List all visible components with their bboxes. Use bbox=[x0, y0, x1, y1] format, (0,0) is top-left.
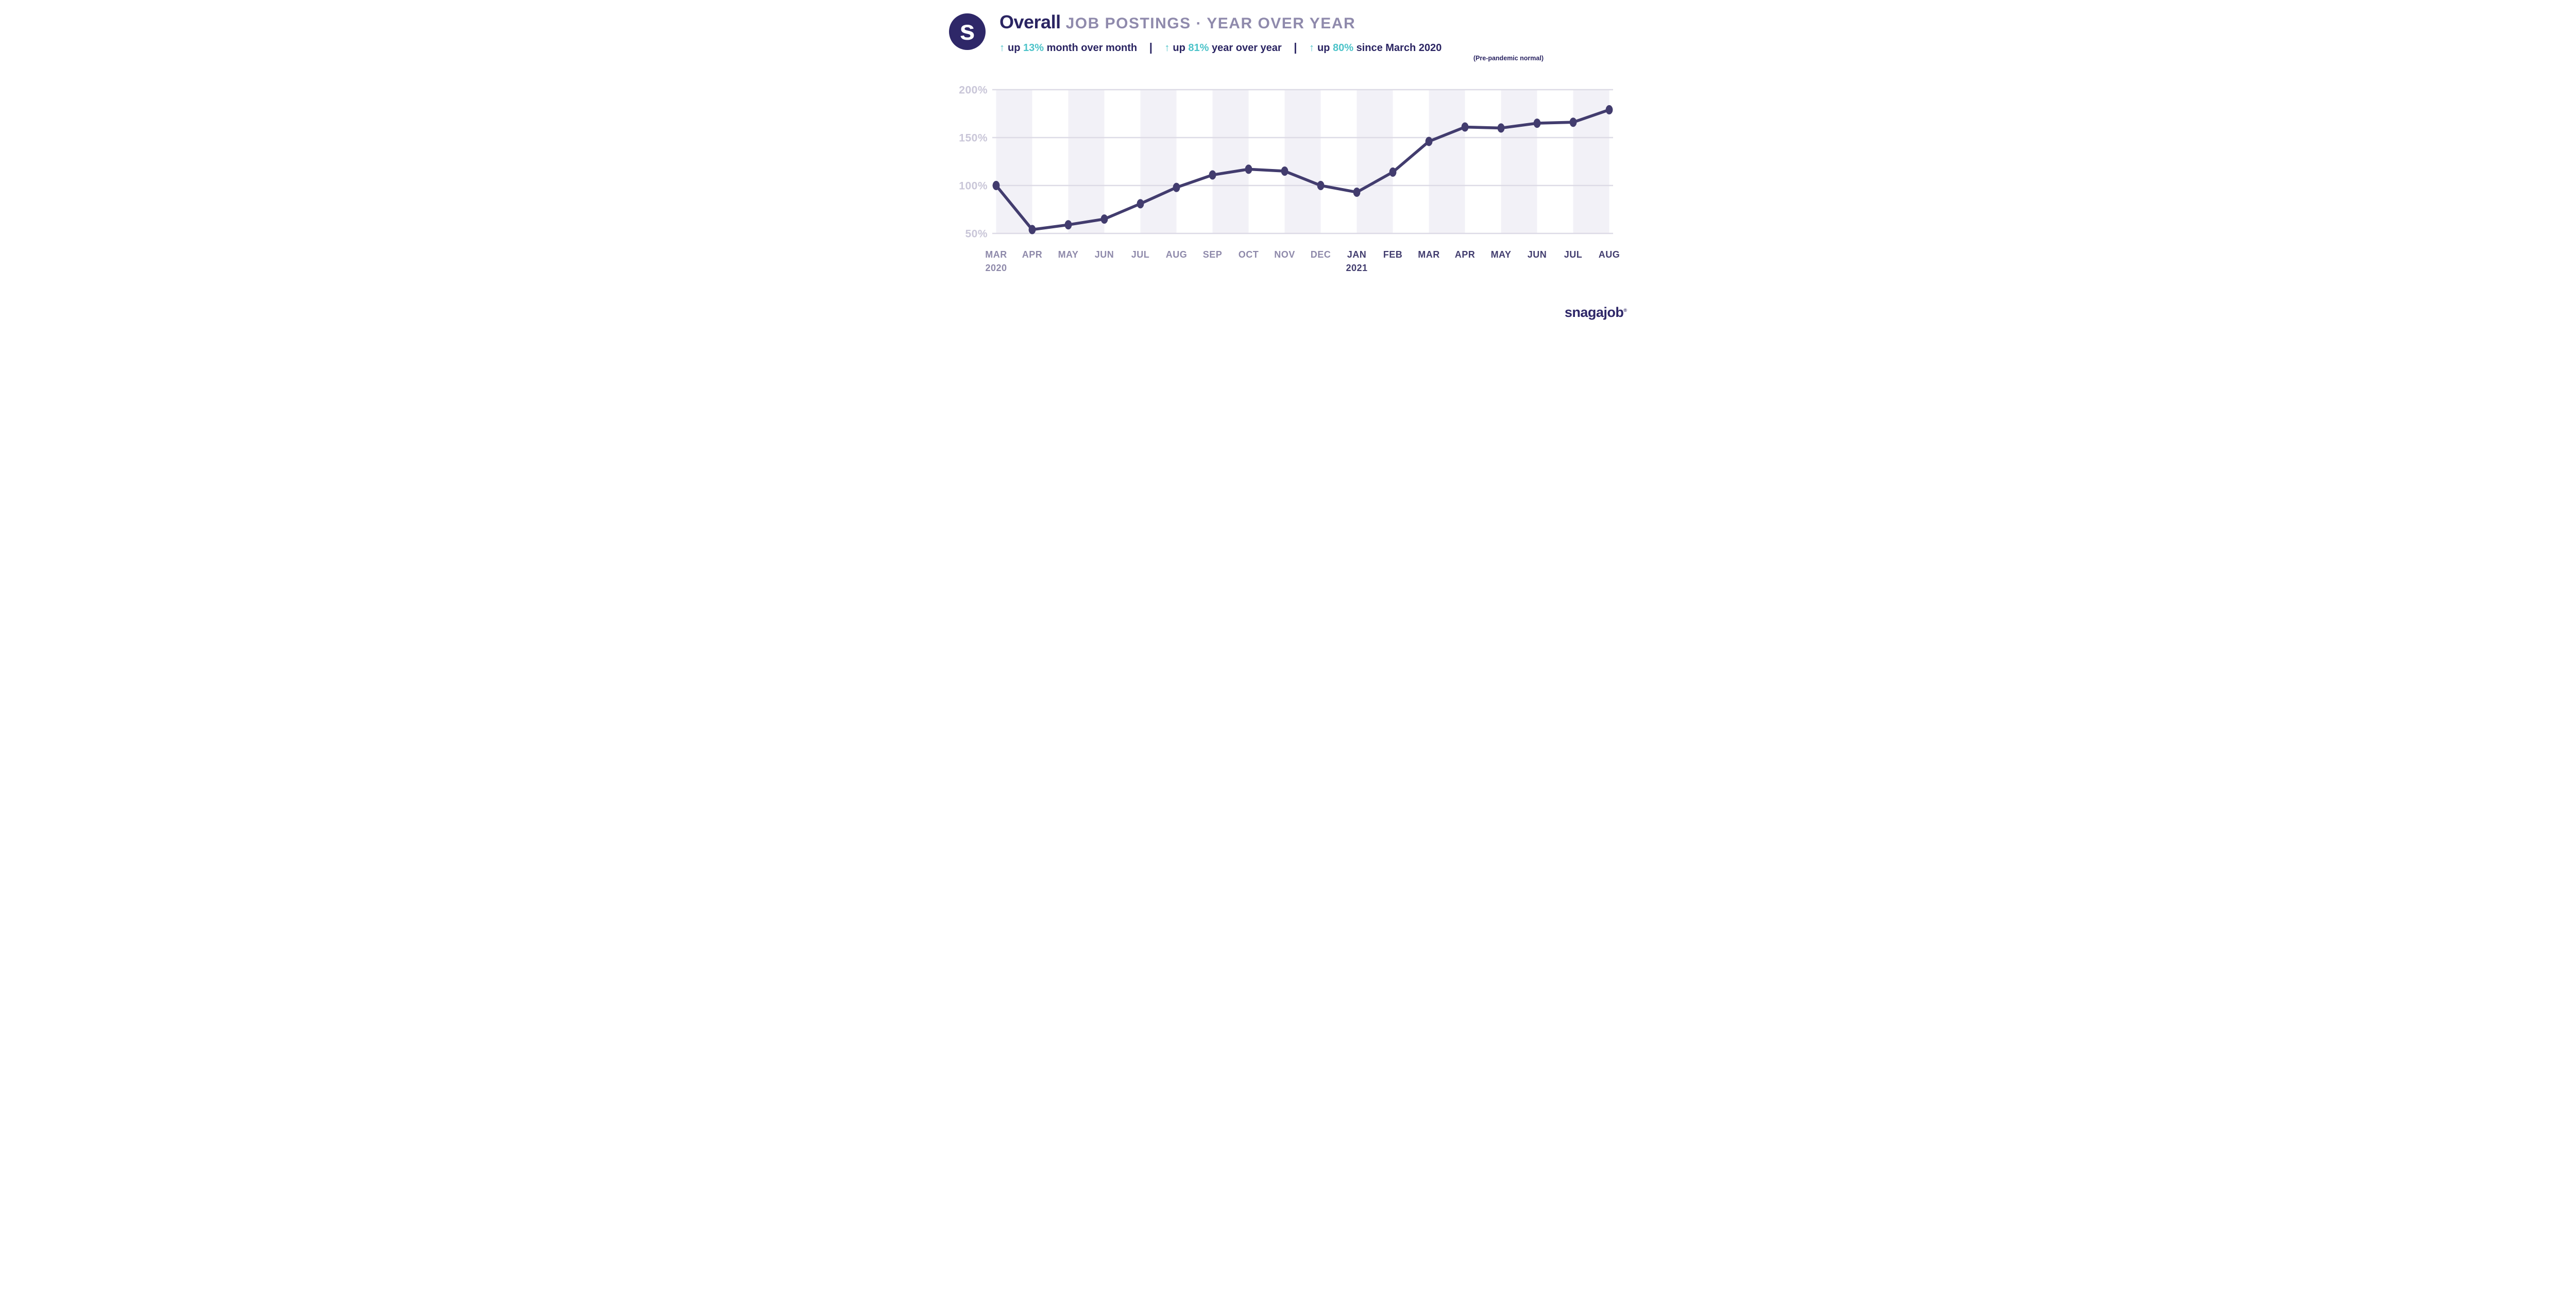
title-overall: Overall bbox=[999, 11, 1061, 32]
x-axis-year-label: 2020 bbox=[985, 263, 1007, 273]
data-point bbox=[1569, 117, 1577, 127]
data-point bbox=[1064, 220, 1072, 230]
data-line bbox=[994, 108, 1611, 231]
data-point bbox=[1137, 199, 1144, 209]
y-axis-label: 200% bbox=[959, 85, 988, 96]
x-axis-label: NOV bbox=[1274, 249, 1295, 260]
data-point bbox=[1533, 119, 1541, 128]
y-axis-label: 100% bbox=[959, 180, 988, 192]
brand-text: snagajob bbox=[1564, 305, 1624, 320]
alt-month-band bbox=[1429, 90, 1465, 233]
stat-value: 81% bbox=[1188, 42, 1209, 54]
alt-month-band bbox=[1212, 90, 1249, 233]
pre-pandemic-note: (Pre-pandemic normal) bbox=[1473, 55, 1544, 62]
y-axis-label: 150% bbox=[959, 132, 988, 144]
data-point bbox=[1497, 123, 1505, 133]
snagajob-s-logo: s bbox=[949, 13, 986, 50]
title-subtitle: JOB POSTINGS · YEAR OVER YEAR bbox=[1065, 15, 1356, 32]
up-arrow-icon: ↑ bbox=[999, 42, 1005, 54]
data-point bbox=[1209, 170, 1216, 180]
data-point bbox=[1605, 105, 1613, 115]
alt-month-band bbox=[1357, 90, 1393, 233]
logo-letter: s bbox=[959, 14, 975, 46]
data-point bbox=[1245, 164, 1252, 174]
data-point bbox=[1281, 166, 1289, 176]
x-axis-label: APR bbox=[1455, 249, 1476, 260]
up-arrow-icon: ↑ bbox=[1164, 42, 1170, 54]
stat-value: 80% bbox=[1332, 42, 1353, 54]
x-axis-label: APR bbox=[1022, 249, 1043, 260]
x-axis-label: JUL bbox=[1131, 249, 1150, 260]
x-axis-label: JUN bbox=[1095, 249, 1114, 260]
alt-month-band bbox=[996, 90, 1032, 233]
stat-separator: | bbox=[1294, 41, 1297, 54]
x-axis-label: JUL bbox=[1564, 249, 1583, 260]
x-axis-label: MAR bbox=[1418, 249, 1440, 260]
stat-since-march-2020: ↑ up 80% since March 2020 bbox=[1309, 42, 1442, 54]
alt-month-band bbox=[1573, 90, 1609, 233]
x-axis-label: JUN bbox=[1528, 249, 1547, 260]
line-chart: 200% 150% 100% 50% MAR 2020 APR MAY JUN JUL AUG SEP… bbox=[959, 85, 1620, 274]
data-point bbox=[992, 181, 1000, 190]
y-axis-label: 50% bbox=[965, 228, 988, 240]
header: Overall JOB POSTINGS · YEAR OVER YEAR ↑ up… bbox=[999, 11, 1566, 62]
alt-month-band bbox=[1501, 90, 1537, 233]
stat-value: 13% bbox=[1023, 42, 1044, 54]
alt-month-band bbox=[1068, 90, 1105, 233]
stat-month-over-month: ↑ up 13% month over month bbox=[999, 42, 1138, 54]
x-axis-label: AUG bbox=[1166, 249, 1188, 260]
x-axis-label: MAR bbox=[985, 249, 1007, 260]
x-axis-label: SEP bbox=[1203, 249, 1223, 260]
data-point bbox=[1173, 182, 1180, 192]
alt-month-band bbox=[1140, 90, 1177, 233]
data-point bbox=[1353, 188, 1361, 197]
snagajob-wordmark: snagajob® bbox=[1565, 305, 1627, 321]
x-axis-label: OCT bbox=[1239, 249, 1259, 260]
x-axis-year-label: 2021 bbox=[1346, 263, 1367, 273]
alt-month-band bbox=[1284, 90, 1321, 233]
x-axis-label: MAY bbox=[1491, 249, 1512, 260]
registered-mark: ® bbox=[1623, 308, 1627, 313]
data-point bbox=[1100, 214, 1108, 224]
data-point bbox=[1389, 167, 1397, 177]
x-axis-label: MAY bbox=[1058, 249, 1079, 260]
x-axis-label: DEC bbox=[1311, 249, 1331, 260]
stat-year-over-year: ↑ up 81% year over year bbox=[1164, 42, 1282, 54]
data-point bbox=[1028, 225, 1036, 234]
x-axis-label: AUG bbox=[1599, 249, 1620, 260]
data-point bbox=[1317, 181, 1325, 190]
job-postings-infographic: 200% 150% 100% 50% MAR 2020 APR MAY JUN JUL AUG SEP… bbox=[936, 0, 1640, 329]
up-arrow-icon: ↑ bbox=[1309, 42, 1314, 54]
data-point bbox=[1425, 137, 1433, 146]
page-title: Overall JOB POSTINGS · YEAR OVER YEAR bbox=[999, 11, 1566, 33]
x-axis-label: JAN bbox=[1347, 249, 1367, 260]
stat-separator: | bbox=[1149, 41, 1153, 54]
x-axis-label: FEB bbox=[1383, 249, 1403, 260]
data-point bbox=[1461, 122, 1469, 132]
stats-line: ↑ up 13% month over month | ↑ up 81% year … bbox=[999, 41, 1566, 54]
